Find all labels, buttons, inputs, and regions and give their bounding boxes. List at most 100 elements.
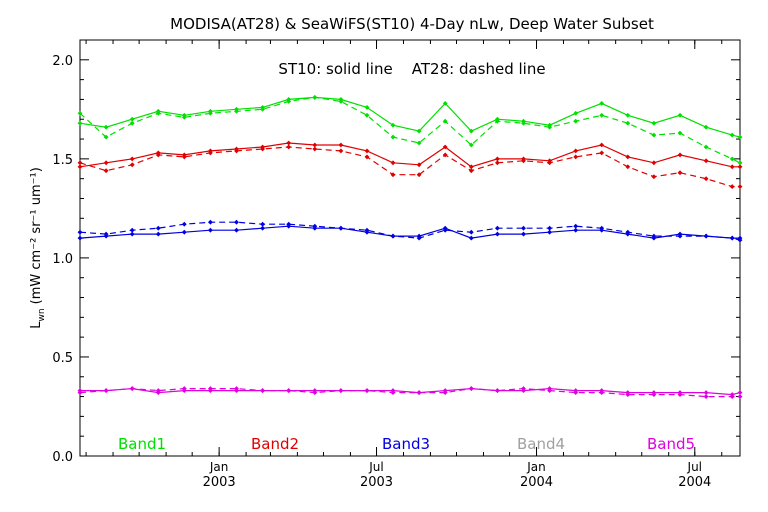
data-point	[677, 233, 683, 239]
data-point	[521, 225, 526, 231]
line-style-annotation: ST10: solid line AT28: dashed line	[278, 60, 545, 78]
data-point	[155, 152, 161, 158]
data-point	[312, 142, 318, 148]
data-point	[468, 164, 474, 170]
legend-label-band1: Band1	[118, 435, 166, 453]
data-point	[494, 225, 500, 231]
data-point	[416, 128, 422, 134]
data-point	[181, 114, 187, 120]
data-point	[234, 227, 239, 233]
data-point	[260, 106, 266, 112]
data-point	[129, 386, 135, 392]
data-point	[416, 235, 422, 241]
data-point	[416, 140, 422, 146]
data-point	[390, 172, 396, 178]
data-point	[599, 150, 605, 156]
data-point	[155, 388, 161, 394]
data-point	[737, 134, 743, 140]
data-point	[390, 134, 396, 140]
data-point	[364, 154, 370, 160]
data-point	[651, 392, 657, 398]
data-point	[442, 227, 448, 233]
data-point	[416, 162, 422, 168]
series-line	[79, 387, 740, 398]
data-point	[729, 184, 735, 190]
data-point	[703, 390, 709, 396]
data-point	[207, 219, 213, 225]
data-point	[737, 184, 743, 190]
data-point	[129, 231, 135, 237]
chart-title: MODISA(AT28) & SeaWiFS(ST10) 4-Day nLw, …	[170, 15, 654, 33]
data-point	[703, 176, 709, 182]
y-tick-label: 1.5	[52, 153, 73, 168]
series-line	[79, 96, 741, 164]
data-point	[338, 142, 344, 148]
data-point	[573, 118, 579, 124]
legend-label-band4: Band4	[517, 435, 565, 453]
data-point	[181, 386, 187, 392]
data-point	[442, 118, 448, 124]
data-point	[547, 124, 553, 130]
data-point	[547, 388, 553, 394]
y-tick-label: 0.5	[52, 351, 73, 366]
data-point	[286, 221, 292, 227]
data-point	[573, 110, 579, 116]
data-point	[260, 221, 266, 227]
data-point	[234, 386, 239, 392]
data-point	[677, 152, 683, 158]
data-point	[129, 116, 135, 122]
data-point	[181, 229, 187, 235]
data-point	[364, 148, 370, 154]
data-point	[155, 110, 161, 116]
data-point	[390, 160, 396, 166]
x-tick-year-label: 2003	[360, 475, 393, 490]
data-point	[442, 100, 448, 106]
data-point	[468, 142, 474, 148]
series-band1-dashed	[77, 94, 743, 166]
y-axis: 0.0 0.5 1.0 1.5 2.0	[52, 54, 740, 465]
data-point	[573, 148, 579, 154]
data-point	[468, 229, 474, 235]
data-point	[703, 124, 709, 130]
data-point	[677, 130, 683, 136]
series-band5-dashed	[77, 386, 743, 400]
data-point	[468, 128, 474, 134]
data-point	[77, 229, 83, 235]
data-point	[390, 233, 396, 239]
data-point	[547, 225, 553, 231]
y-axis-label-main: L	[29, 321, 44, 329]
x-tick-month-label: Jan	[526, 460, 546, 474]
data-point	[599, 390, 605, 396]
data-point	[651, 174, 657, 180]
data-point	[625, 120, 631, 126]
data-point	[338, 388, 344, 394]
data-point	[390, 122, 396, 128]
data-point	[338, 225, 344, 231]
y-axis-label: Lwn (mW cm⁻² sr⁻¹ um⁻¹)	[29, 167, 47, 329]
data-point	[207, 150, 213, 156]
data-point	[260, 388, 266, 394]
data-point	[338, 148, 344, 154]
data-point	[77, 235, 83, 241]
data-point	[703, 144, 709, 150]
data-point	[103, 124, 109, 130]
data-point	[494, 160, 500, 166]
data-point	[703, 158, 709, 164]
data-point	[155, 225, 161, 231]
data-point	[260, 146, 266, 152]
data-point	[181, 221, 187, 227]
legend-label-band5: Band5	[647, 435, 695, 453]
data-point	[155, 231, 161, 237]
data-point	[129, 156, 135, 162]
data-point	[737, 164, 743, 170]
series-band3-dashed	[77, 219, 743, 243]
data-point	[599, 100, 605, 106]
data-point	[390, 390, 396, 396]
data-point	[103, 388, 109, 394]
data-point	[625, 164, 631, 170]
data-point	[737, 160, 743, 166]
data-point	[651, 120, 657, 126]
y-tick-label: 2.0	[52, 54, 73, 69]
data-point	[286, 144, 292, 150]
data-point	[729, 164, 735, 170]
